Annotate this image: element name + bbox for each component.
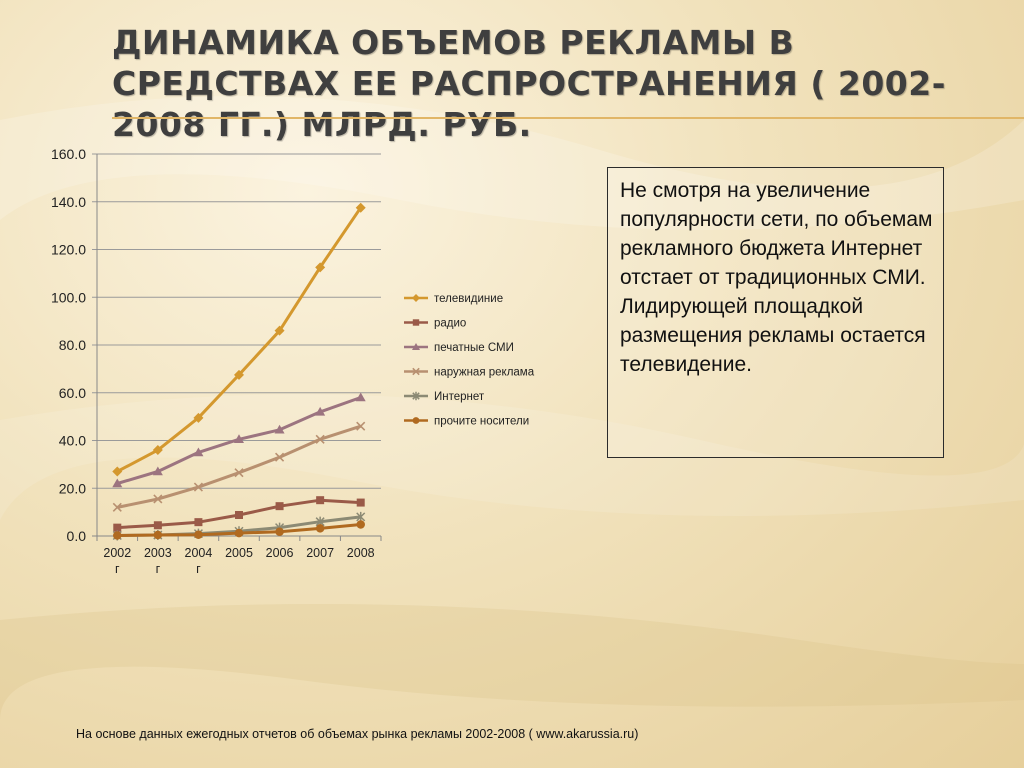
data-point bbox=[193, 482, 203, 492]
data-point bbox=[275, 527, 284, 536]
data-point bbox=[356, 421, 366, 431]
x-tick-label: г bbox=[196, 562, 201, 576]
data-point bbox=[315, 434, 325, 444]
legend-label: телевидиние bbox=[434, 293, 503, 305]
y-tick-label: 120.0 bbox=[51, 242, 86, 258]
data-point bbox=[275, 452, 285, 462]
commentary-text: Не смотря на увеличение популярности сет… bbox=[620, 179, 944, 376]
data-point bbox=[194, 518, 203, 527]
x-tick-label: 2008 bbox=[347, 546, 375, 560]
x-tick-label: 2005 bbox=[225, 546, 253, 560]
data-point bbox=[152, 445, 163, 456]
data-point bbox=[194, 530, 203, 540]
x-tick-label: 2006 bbox=[266, 546, 294, 560]
y-tick-label: 160.0 bbox=[51, 146, 86, 162]
x-tick-label: г bbox=[156, 562, 161, 576]
y-tick-label: 60.0 bbox=[59, 385, 86, 401]
data-point bbox=[356, 511, 366, 522]
data-point bbox=[193, 447, 204, 457]
data-point bbox=[316, 496, 325, 505]
data-point bbox=[113, 523, 122, 532]
data-point bbox=[234, 369, 244, 380]
slide-title: Динамика объемов рекламы в средствах ее … bbox=[112, 23, 946, 144]
y-tick-label: 80.0 bbox=[59, 337, 86, 353]
data-point bbox=[193, 412, 204, 423]
data-point bbox=[315, 524, 325, 533]
y-tick-label: 40.0 bbox=[59, 433, 86, 449]
y-tick-label: 100.0 bbox=[51, 289, 86, 305]
legend-label: прочите носители bbox=[434, 416, 529, 428]
series-line bbox=[116, 206, 362, 473]
legend-label: радио bbox=[434, 318, 466, 330]
legend-label: Интернет bbox=[434, 391, 485, 403]
y-tick-label: 20.0 bbox=[59, 480, 86, 496]
data-point bbox=[234, 528, 244, 538]
legend-label: наружная реклама bbox=[434, 367, 535, 379]
legend-marker bbox=[412, 294, 420, 302]
data-point bbox=[356, 498, 365, 507]
x-tick-label: 2007 bbox=[306, 546, 334, 560]
data-point bbox=[152, 466, 163, 476]
x-tick-label: 2002 bbox=[103, 546, 131, 560]
legend-marker bbox=[412, 319, 420, 326]
data-point bbox=[355, 202, 366, 213]
data-point bbox=[315, 406, 326, 416]
data-point bbox=[315, 262, 326, 273]
data-point bbox=[153, 494, 163, 504]
source-note: На основе данных ежегодных отчетов об об… bbox=[76, 727, 639, 741]
data-point bbox=[234, 468, 244, 478]
legend-label: печатные СМИ bbox=[434, 342, 514, 354]
data-point bbox=[235, 510, 243, 519]
legend-marker bbox=[412, 391, 420, 401]
x-tick-label: 2003 bbox=[144, 546, 172, 560]
y-tick-label: 0.0 bbox=[67, 528, 87, 544]
legend-marker bbox=[412, 367, 420, 376]
data-point bbox=[275, 502, 284, 511]
data-point bbox=[153, 530, 163, 540]
legend-marker bbox=[412, 343, 420, 350]
data-point bbox=[112, 466, 123, 477]
title-underline bbox=[112, 117, 1024, 119]
data-point bbox=[234, 434, 244, 444]
data-point bbox=[112, 478, 123, 488]
data-point bbox=[356, 520, 365, 529]
data-point bbox=[274, 325, 285, 336]
data-point bbox=[355, 392, 366, 402]
y-tick-label: 140.0 bbox=[51, 194, 86, 210]
data-point bbox=[113, 531, 122, 540]
data-point bbox=[112, 502, 122, 512]
commentary-box: Не смотря на увеличение популярности сет… bbox=[607, 167, 944, 458]
x-tick-label: 2004 bbox=[185, 546, 213, 560]
data-point bbox=[274, 424, 285, 434]
data-point bbox=[153, 521, 162, 530]
legend-marker bbox=[412, 417, 420, 424]
x-tick-label: г bbox=[115, 562, 120, 576]
